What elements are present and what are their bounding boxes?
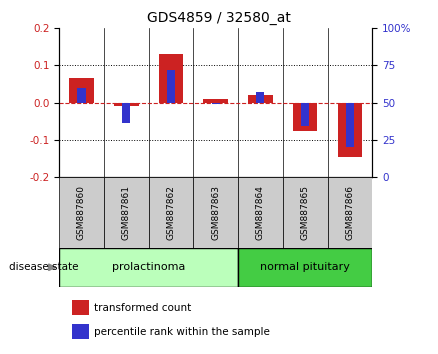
Bar <box>104 177 148 248</box>
Bar <box>328 177 372 248</box>
Bar <box>59 248 238 287</box>
Bar <box>338 103 362 156</box>
Bar <box>122 103 130 124</box>
Text: transformed count: transformed count <box>94 303 191 313</box>
Bar <box>203 99 228 103</box>
Text: GSM887866: GSM887866 <box>346 185 354 240</box>
Text: disease state: disease state <box>9 262 78 272</box>
Text: GSM887862: GSM887862 <box>166 185 176 240</box>
Text: GSM887861: GSM887861 <box>122 185 131 240</box>
Bar <box>256 92 265 103</box>
Bar <box>293 103 318 131</box>
Text: GSM887860: GSM887860 <box>77 185 86 240</box>
Bar <box>283 177 328 248</box>
Text: normal pituitary: normal pituitary <box>260 262 350 272</box>
Bar <box>167 70 175 103</box>
Bar <box>193 177 238 248</box>
Bar <box>59 177 104 248</box>
Bar <box>72 324 89 339</box>
Bar <box>69 79 94 103</box>
Bar <box>238 248 372 287</box>
Text: percentile rank within the sample: percentile rank within the sample <box>94 327 269 337</box>
Bar <box>212 103 220 104</box>
Text: GDS4859 / 32580_at: GDS4859 / 32580_at <box>147 11 291 25</box>
Bar <box>148 177 193 248</box>
Text: GSM887864: GSM887864 <box>256 185 265 240</box>
Bar <box>159 55 183 103</box>
Bar <box>114 103 138 105</box>
Text: GSM887865: GSM887865 <box>301 185 310 240</box>
Bar <box>346 103 354 147</box>
Bar <box>238 177 283 248</box>
Text: GSM887863: GSM887863 <box>211 185 220 240</box>
Bar <box>248 95 273 103</box>
Bar <box>78 88 85 103</box>
Bar <box>301 103 309 126</box>
Text: prolactinoma: prolactinoma <box>112 262 185 272</box>
Bar <box>72 300 89 315</box>
